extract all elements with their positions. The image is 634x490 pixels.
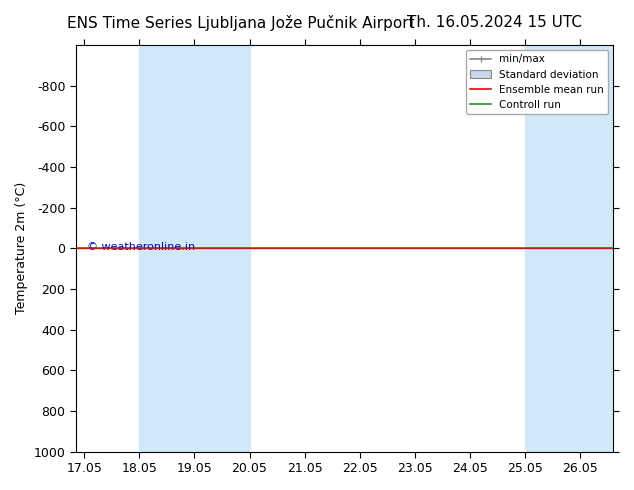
Bar [139,45,250,452]
Text: © weatheronline.in: © weatheronline.in [87,242,195,252]
Text: ENS Time Series Ljubljana Jože Pučnik Airport: ENS Time Series Ljubljana Jože Pučnik Ai… [67,15,415,31]
Legend: min/max, Standard deviation, Ensemble mean run, Controll run: min/max, Standard deviation, Ensemble me… [466,50,608,114]
Y-axis label: Temperature 2m (°C): Temperature 2m (°C) [15,182,28,315]
Text: Th. 16.05.2024 15 UTC: Th. 16.05.2024 15 UTC [407,15,582,30]
Bar [525,45,614,452]
